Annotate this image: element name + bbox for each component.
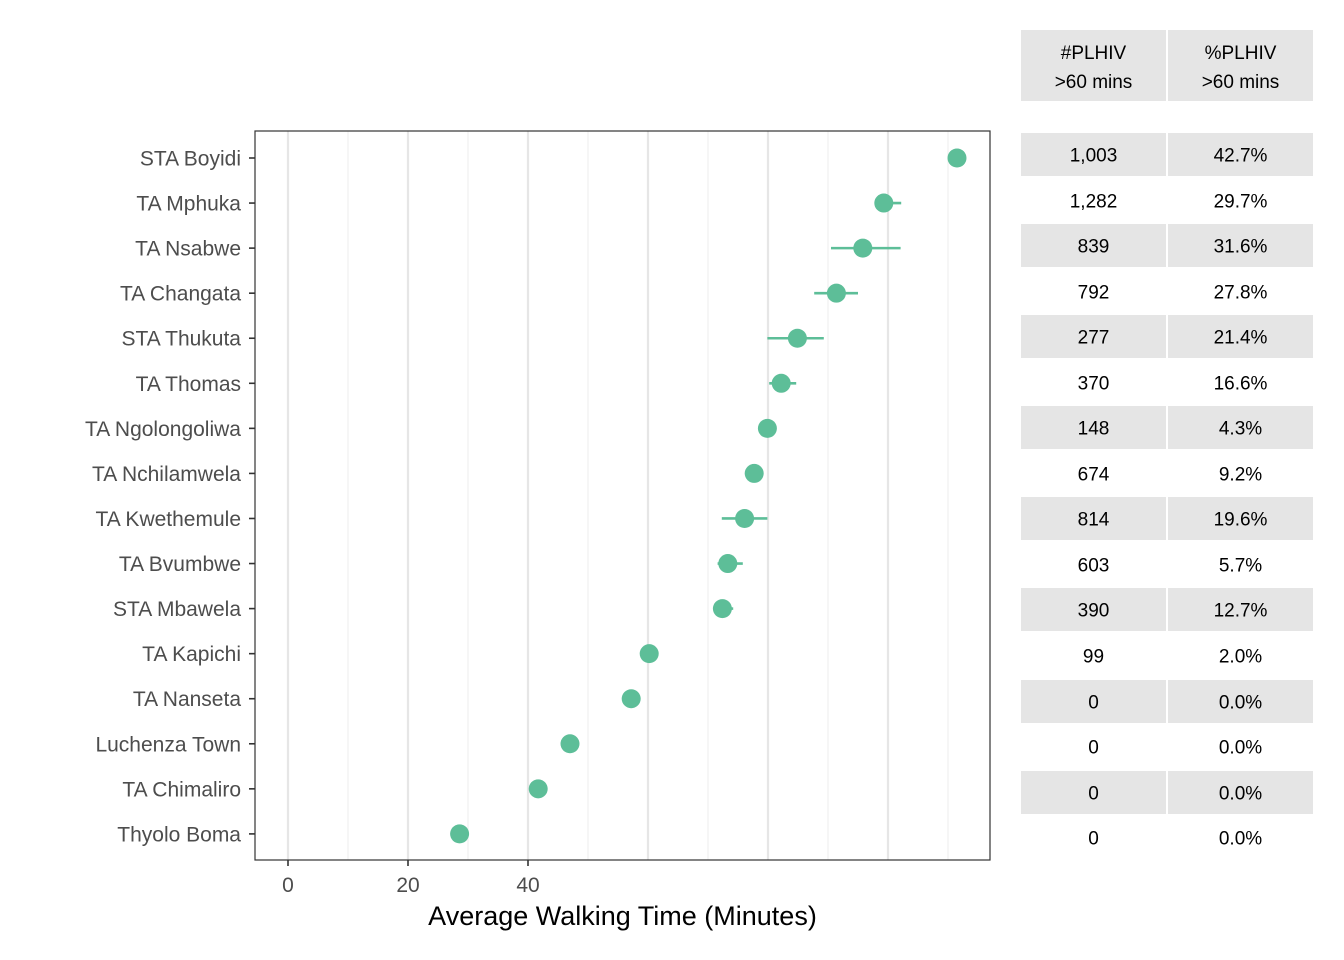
x-tick-label: 20	[396, 874, 419, 897]
table-cell-plhiv-pct: 0.0%	[1219, 693, 1262, 714]
table-cell-bg	[1021, 588, 1166, 631]
table-cell-bg	[1021, 224, 1166, 267]
table-cell-plhiv-pct: 0.0%	[1219, 829, 1262, 850]
table-cell-plhiv-pct: 27.8%	[1214, 283, 1268, 304]
table-cell-plhiv-count: 0	[1088, 784, 1099, 805]
y-tick-label: TA Mphuka	[136, 193, 241, 216]
table-cell-plhiv-count: 390	[1078, 601, 1110, 622]
table-header-line1: #PLHIV	[1061, 43, 1127, 64]
table-cell-bg	[1021, 133, 1166, 176]
table-cell-bg	[1021, 680, 1166, 723]
y-tick-label: TA Kwethemule	[95, 508, 241, 531]
y-tick-label: TA Thomas	[136, 373, 241, 396]
data-point	[735, 508, 755, 528]
table-cell-bg	[1168, 497, 1313, 540]
plot-panel-background	[255, 131, 990, 860]
y-tick-label: TA Nsabwe	[135, 238, 241, 261]
table-cell-plhiv-count: 674	[1078, 465, 1110, 486]
table-cell-plhiv-count: 0	[1088, 829, 1099, 850]
y-tick-label: TA Nchilamwela	[92, 463, 241, 486]
table-cell-plhiv-pct: 5.7%	[1219, 556, 1262, 577]
table-cell-bg	[1021, 406, 1166, 449]
y-tick-label: STA Thukuta	[122, 328, 242, 351]
data-point	[639, 644, 659, 664]
table-cell-bg	[1168, 224, 1313, 267]
table-cell-plhiv-count: 370	[1078, 374, 1110, 395]
table-cell-plhiv-count: 603	[1078, 556, 1110, 577]
x-tick-label: 40	[516, 874, 539, 897]
data-point	[787, 328, 807, 348]
table-cell-plhiv-pct: 21.4%	[1214, 328, 1268, 349]
data-point	[853, 238, 873, 258]
y-tick-label: Thyolo Boma	[117, 823, 241, 846]
table-cell-bg	[1021, 771, 1166, 814]
y-tick-label: STA Mbawela	[113, 598, 241, 621]
data-point	[947, 148, 967, 168]
y-tick-label: Luchenza Town	[95, 733, 241, 756]
table-cell-plhiv-pct: 2.0%	[1219, 647, 1262, 668]
y-tick-label: TA Kapichi	[142, 643, 241, 666]
table-cell-plhiv-pct: 29.7%	[1214, 192, 1268, 213]
data-point	[560, 734, 580, 754]
table-cell-bg	[1168, 315, 1313, 358]
data-point	[826, 283, 846, 303]
x-axis-title: Average Walking Time (Minutes)	[428, 901, 817, 931]
table-cell-plhiv-count: 814	[1078, 510, 1110, 531]
table-cell-plhiv-count: 1,003	[1070, 146, 1118, 167]
table-cell-plhiv-pct: 19.6%	[1214, 510, 1268, 531]
table-cell-plhiv-count: 792	[1078, 283, 1110, 304]
data-point	[744, 463, 764, 483]
table-cell-plhiv-pct: 0.0%	[1219, 738, 1262, 759]
y-tick-label: TA Chimaliro	[122, 778, 241, 801]
table-header-cell	[1021, 30, 1166, 101]
table-cell-plhiv-count: 0	[1088, 738, 1099, 759]
table-cell-plhiv-pct: 4.3%	[1219, 419, 1262, 440]
data-point	[712, 599, 732, 619]
table-header-line2: >60 mins	[1055, 72, 1133, 93]
table-cell-bg	[1021, 315, 1166, 358]
data-point	[528, 779, 548, 799]
table-cell-plhiv-count: 0	[1088, 693, 1099, 714]
data-point	[621, 689, 641, 709]
data-point	[757, 418, 777, 438]
table-cell-plhiv-pct: 12.7%	[1214, 601, 1268, 622]
table-cell-plhiv-pct: 9.2%	[1219, 465, 1262, 486]
table-cell-plhiv-count: 839	[1078, 237, 1110, 258]
y-tick-label: STA Boyidi	[140, 148, 241, 171]
data-point	[874, 193, 894, 213]
table-cell-plhiv-count: 1,282	[1070, 192, 1118, 213]
table-cell-plhiv-pct: 31.6%	[1214, 237, 1268, 258]
table-header-line2: >60 mins	[1202, 72, 1280, 93]
y-tick-label: TA Nanseta	[133, 688, 241, 711]
table-cell-plhiv-pct: 42.7%	[1214, 146, 1268, 167]
x-tick-label: 0	[282, 874, 294, 897]
y-tick-label: TA Ngolongoliwa	[85, 418, 241, 441]
y-tick-label: TA Changata	[120, 283, 241, 306]
data-point	[450, 824, 470, 844]
table-cell-plhiv-count: 99	[1083, 647, 1104, 668]
table-cell-bg	[1168, 680, 1313, 723]
table-cell-plhiv-count: 277	[1078, 328, 1110, 349]
data-point	[718, 554, 738, 574]
table-cell-plhiv-pct: 0.0%	[1219, 784, 1262, 805]
table-cell-bg	[1168, 771, 1313, 814]
table-header-line1: %PLHIV	[1205, 43, 1277, 64]
plot-panel-border	[254, 130, 991, 861]
table-cell-bg	[1168, 133, 1313, 176]
y-tick-label: TA Bvumbwe	[119, 553, 241, 576]
table-cell-bg	[1168, 588, 1313, 631]
table-cell-plhiv-count: 148	[1078, 419, 1110, 440]
data-point	[771, 373, 791, 393]
table-cell-bg	[1168, 406, 1313, 449]
table-header-cell	[1168, 30, 1313, 101]
table-cell-bg	[1021, 497, 1166, 540]
table-cell-plhiv-pct: 16.6%	[1214, 374, 1268, 395]
